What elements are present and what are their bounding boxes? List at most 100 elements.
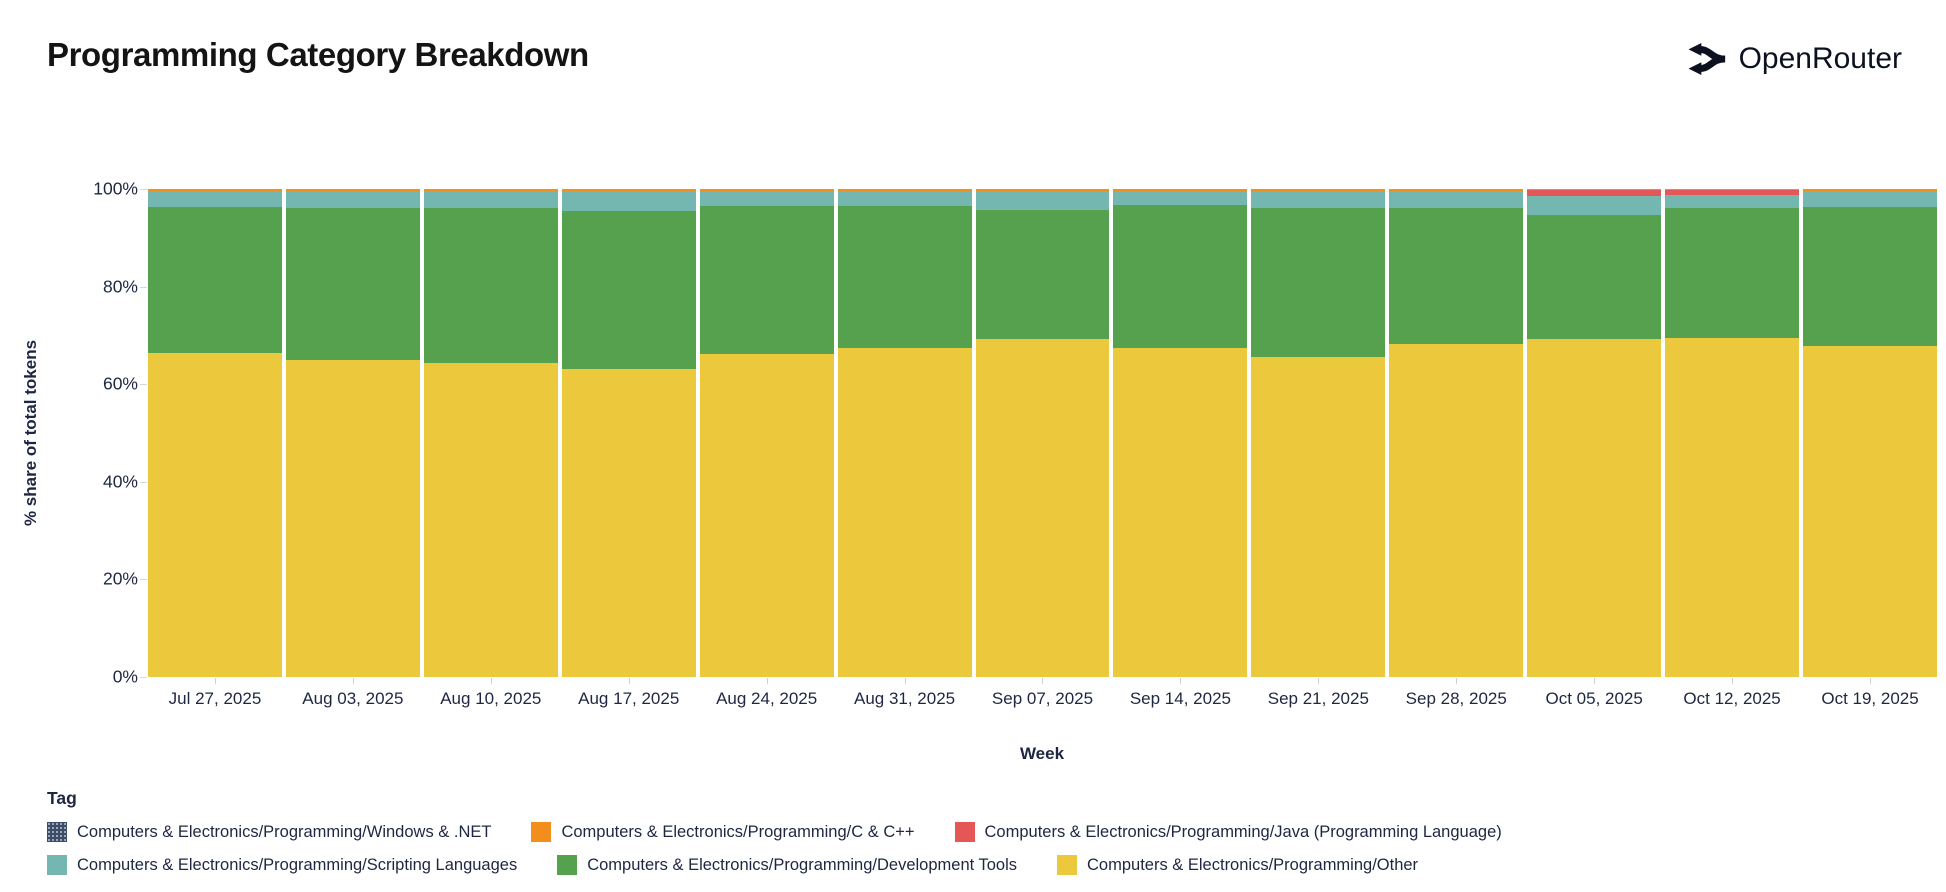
bar-segment[interactable]: [1527, 338, 1662, 677]
x-tick-label: Aug 31, 2025: [838, 678, 972, 709]
legend-item[interactable]: Computers & Electronics/Programming/Deve…: [557, 855, 1017, 875]
x-tick-label: Aug 03, 2025: [286, 678, 420, 709]
bar-segment[interactable]: [1251, 190, 1386, 208]
bar-segment[interactable]: [1527, 189, 1662, 190]
legend-swatch: [531, 822, 552, 842]
y-tick-mark: [140, 286, 147, 288]
bar-segment[interactable]: [1527, 195, 1662, 215]
bar-segment[interactable]: [1113, 348, 1248, 677]
bar-segment[interactable]: [1803, 190, 1937, 208]
bar-segment[interactable]: [1113, 189, 1248, 191]
bar-segment[interactable]: [1389, 343, 1524, 677]
y-tick-mark: [140, 579, 147, 581]
bar-segment[interactable]: [148, 352, 282, 677]
bar-segment[interactable]: [837, 205, 972, 349]
bar-segment[interactable]: [1251, 208, 1386, 357]
bar-segment[interactable]: [1527, 214, 1662, 339]
bar-segment[interactable]: [1251, 189, 1386, 191]
legend-title: Tag: [47, 788, 77, 808]
bar-segment[interactable]: [837, 190, 972, 206]
x-tick-mark: [1042, 678, 1044, 684]
bar-segment[interactable]: [1665, 194, 1800, 208]
y-tick-mark: [140, 189, 147, 190]
bar-segment[interactable]: [285, 189, 420, 191]
bar-segment[interactable]: [975, 190, 1110, 211]
x-tick-label: Sep 21, 2025: [1251, 678, 1385, 709]
bar-segment[interactable]: [1803, 207, 1937, 347]
bar-segment[interactable]: [699, 189, 834, 191]
bar-segment[interactable]: [699, 353, 834, 677]
x-tick-mark: [352, 678, 354, 684]
x-tick-mark: [1318, 678, 1320, 684]
x-tick-label: Aug 17, 2025: [562, 678, 696, 709]
bar-segment[interactable]: [1665, 189, 1800, 190]
bar-segment[interactable]: [1389, 207, 1524, 344]
legend-swatch: [47, 855, 67, 875]
x-tick-mark: [1456, 678, 1458, 684]
bar-segment[interactable]: [1665, 337, 1800, 677]
y-tick-mark: [140, 677, 147, 678]
bar-segment[interactable]: [1527, 189, 1662, 196]
bar-segment[interactable]: [285, 359, 420, 677]
bar-segment[interactable]: [561, 211, 696, 370]
legend-item[interactable]: Computers & Electronics/Programming/C & …: [531, 822, 915, 842]
bar-sep-14-2025: [1113, 189, 1248, 677]
openrouter-logo-icon: [1684, 40, 1726, 78]
bar-segment[interactable]: [423, 189, 558, 191]
legend-item[interactable]: Computers & Electronics/Programming/Scri…: [47, 855, 517, 875]
bar-segment[interactable]: [423, 208, 558, 363]
bar-segment[interactable]: [1665, 189, 1800, 195]
openrouter-brand-label: OpenRouter: [1738, 42, 1902, 75]
bar-segment[interactable]: [148, 189, 282, 191]
bar-segment[interactable]: [1803, 346, 1937, 677]
bar-segment[interactable]: [148, 190, 282, 207]
legend-item[interactable]: Computers & Electronics/Programming/Java…: [954, 822, 1502, 842]
bar-segment[interactable]: [699, 206, 834, 354]
bar-segment[interactable]: [1251, 356, 1386, 677]
x-tick-label: Sep 07, 2025: [976, 678, 1110, 709]
bar-segment[interactable]: [423, 362, 558, 677]
page-title: Programming Category Breakdown: [47, 36, 589, 73]
legend-item[interactable]: Computers & Electronics/Programming/Wind…: [47, 822, 491, 842]
bar-segment[interactable]: [1113, 204, 1248, 349]
plot-area: [148, 189, 1937, 677]
y-tick-mark: [140, 481, 147, 483]
x-tick-label: Oct 19, 2025: [1803, 678, 1937, 709]
bar-segment[interactable]: [1665, 207, 1800, 338]
y-axis: 0% 20% 40% 60% 80% 100%: [0, 179, 138, 687]
x-tick-label: Sep 28, 2025: [1389, 678, 1523, 709]
x-axis-title: Week: [1019, 744, 1065, 763]
x-tick-mark: [904, 678, 906, 684]
bar-segment[interactable]: [975, 189, 1110, 191]
bar-segment[interactable]: [975, 339, 1110, 677]
legend-item[interactable]: Computers & Electronics/Programming/Othe…: [1057, 855, 1418, 875]
bar-segment[interactable]: [1389, 189, 1524, 191]
bar-segment[interactable]: [285, 190, 420, 208]
x-tick-label: Jul 27, 2025: [148, 678, 282, 709]
y-tick-label: 40%: [102, 471, 138, 492]
x-tick-mark: [1180, 678, 1182, 684]
bar-segment[interactable]: [423, 190, 558, 209]
bar-aug-17-2025: [561, 189, 696, 677]
legend-row: Computers & Electronics/Programming/Scri…: [47, 855, 1502, 875]
bar-segment[interactable]: [837, 189, 972, 191]
x-tick-mark: [1732, 678, 1734, 684]
bar-sep-28-2025: [1389, 189, 1524, 677]
x-tick-mark: [490, 678, 492, 684]
bar-segment[interactable]: [1803, 189, 1937, 191]
bar-segment[interactable]: [561, 190, 696, 212]
bar-segment[interactable]: [561, 369, 696, 677]
bar-segment[interactable]: [1389, 190, 1524, 208]
bar-segment[interactable]: [148, 206, 282, 353]
legend-label: Computers & Electronics/Programming/C & …: [561, 822, 915, 841]
bar-segment[interactable]: [837, 348, 972, 677]
x-tick-label: Aug 24, 2025: [700, 678, 834, 709]
bar-segment[interactable]: [1113, 190, 1248, 205]
bar-segment[interactable]: [561, 189, 696, 191]
x-tick-mark: [1594, 678, 1596, 684]
x-axis: Jul 27, 2025 Aug 03, 2025 Aug 10, 2025 Aug …: [148, 678, 1937, 709]
bar-segment[interactable]: [699, 190, 834, 207]
bar-segment[interactable]: [975, 210, 1110, 340]
bar-segment[interactable]: [285, 208, 420, 360]
bar-aug-03-2025: [285, 189, 420, 677]
